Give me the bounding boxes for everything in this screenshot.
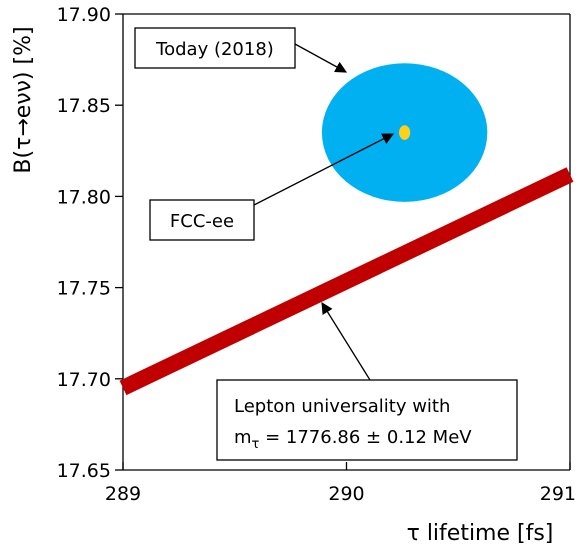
annotation-today-text: Today (2018) — [155, 39, 274, 60]
annotation-lepton-arrow — [321, 302, 371, 381]
lepton-universality-band — [119, 167, 574, 396]
x-axis-label: τ lifetime [fs] — [407, 521, 554, 546]
y-tick-label: 17.85 — [57, 95, 111, 117]
annotation-fcc-text: FCC-ee — [170, 211, 234, 232]
annotation-today-box — [134, 27, 296, 69]
annotation-today: Today (2018) — [134, 27, 348, 73]
y-tick-label: 17.70 — [57, 369, 111, 391]
mass-value: = 1776.86 ± 0.12 MeV — [259, 427, 472, 448]
y-ticks: 17.65 17.70 17.75 17.80 17.85 17.90 — [57, 4, 123, 482]
mass-subscript: τ — [252, 437, 260, 452]
y-axis-label: B(τ→eνν) [%] — [11, 26, 36, 173]
y-tick-label: 17.65 — [57, 460, 111, 482]
x-tick-label: 291 — [540, 483, 576, 505]
x-tick-label: 290 — [328, 483, 364, 505]
x-tick-label: 289 — [105, 483, 141, 505]
mass-symbol: m — [234, 427, 252, 448]
annotation-lepton-line2: mτ = 1776.86 ± 0.12 MeV — [234, 427, 472, 452]
x-ticks: 289 290 291 — [105, 462, 576, 505]
annotation-lepton-line1: Lepton universality with — [234, 396, 450, 417]
y-tick-label: 17.75 — [57, 278, 111, 300]
y-tick-label: 17.80 — [57, 186, 111, 208]
annotation-today-arrow — [294, 43, 348, 73]
annotation-lepton-box — [216, 379, 518, 461]
fcc-ee-point — [399, 125, 411, 140]
annotation-fcc-box — [149, 199, 255, 241]
annotation-lepton: Lepton universality with mτ = 1776.86 ± … — [216, 302, 518, 461]
y-tick-label: 17.90 — [57, 4, 111, 26]
annotation-fcc: FCC-ee — [149, 133, 395, 241]
annotation-fcc-arrow — [253, 133, 395, 206]
